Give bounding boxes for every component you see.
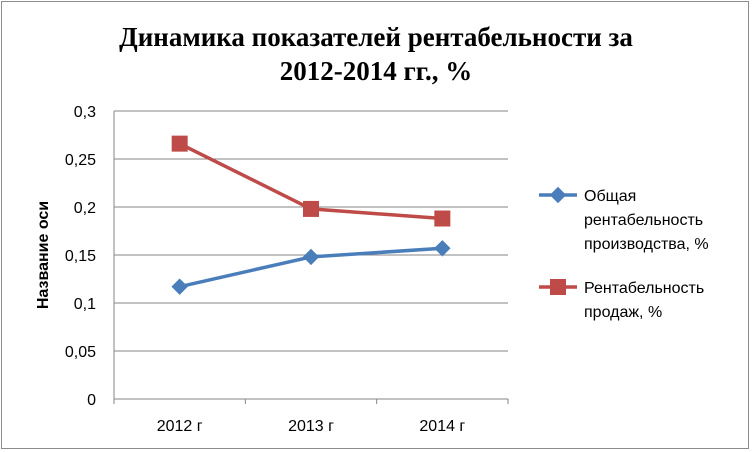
x-tick-label: 2014 г: [419, 418, 465, 435]
x-tick-label: 2012 г: [157, 418, 203, 435]
legend-item-1: Общая рентабельность производства, %: [539, 186, 709, 253]
series-2: [171, 135, 451, 227]
legend-item-2: Рентабельность продаж, %: [539, 279, 704, 321]
series-layer: [171, 135, 451, 295]
y-axis-label: Название оси: [35, 201, 52, 309]
legend-label: Общая: [584, 188, 636, 205]
y-tick-label: 0,1: [74, 296, 96, 313]
y-tick-label: 0,25: [65, 152, 96, 169]
data-point-marker: [171, 278, 188, 295]
legend-label: продаж, %: [584, 304, 662, 321]
data-point-marker: [434, 240, 451, 257]
legend-label: рентабельность: [584, 212, 703, 229]
y-tick-label: 0,3: [74, 104, 96, 121]
y-tick-label: 0,2: [74, 200, 96, 217]
series-1: [171, 240, 451, 295]
x-tick-labels: 2012 г 2013 г 2014 г: [157, 418, 466, 435]
data-point-marker: [302, 248, 320, 266]
data-point-marker: [434, 210, 451, 227]
legend-swatch-marker: [550, 279, 566, 295]
y-tick-label: 0,05: [65, 344, 96, 361]
legend: Общая рентабельность производства, % Рентаб…: [539, 186, 709, 321]
y-tick-labels: 0 0,05 0,1 0,15 0,2 0,25 0,3: [65, 104, 96, 409]
legend-swatch-marker: [549, 186, 567, 204]
chart-title-line-1: Динамика показателей рентабельности за: [119, 22, 633, 52]
data-point-marker: [171, 135, 188, 152]
legend-label: Рентабельность: [584, 280, 704, 297]
y-tick-label: 0: [87, 392, 96, 409]
legend-label: производства, %: [584, 236, 709, 253]
x-tick-label: 2013 г: [288, 418, 334, 435]
gridlines: [113, 110, 509, 404]
chart-title-line-2: 2012-2014 гг., %: [280, 56, 472, 86]
data-point-marker: [303, 200, 319, 217]
y-tick-label: 0,15: [65, 248, 96, 265]
